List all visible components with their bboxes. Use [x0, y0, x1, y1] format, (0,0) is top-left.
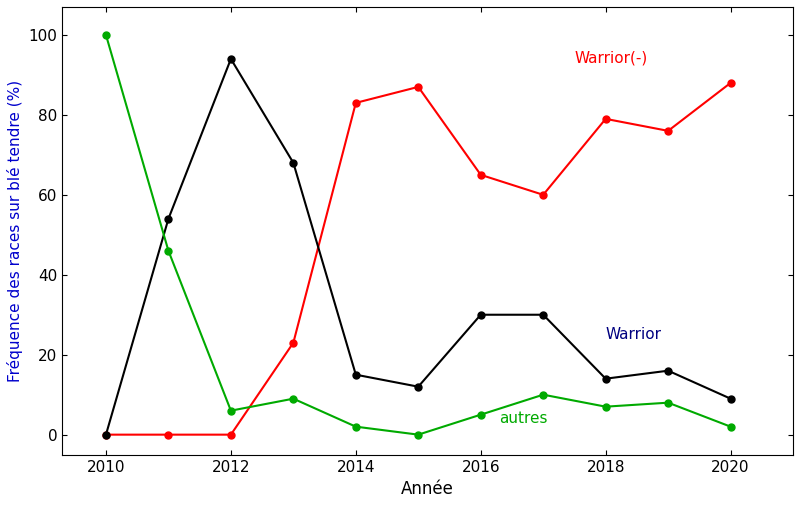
Text: Warrior(-): Warrior(-): [574, 51, 648, 66]
Text: autres: autres: [499, 411, 548, 426]
Text: Warrior: Warrior: [606, 327, 662, 342]
Y-axis label: Fréquence des races sur blé tendre (%): Fréquence des races sur blé tendre (%): [7, 80, 23, 382]
X-axis label: Année: Année: [402, 480, 454, 498]
